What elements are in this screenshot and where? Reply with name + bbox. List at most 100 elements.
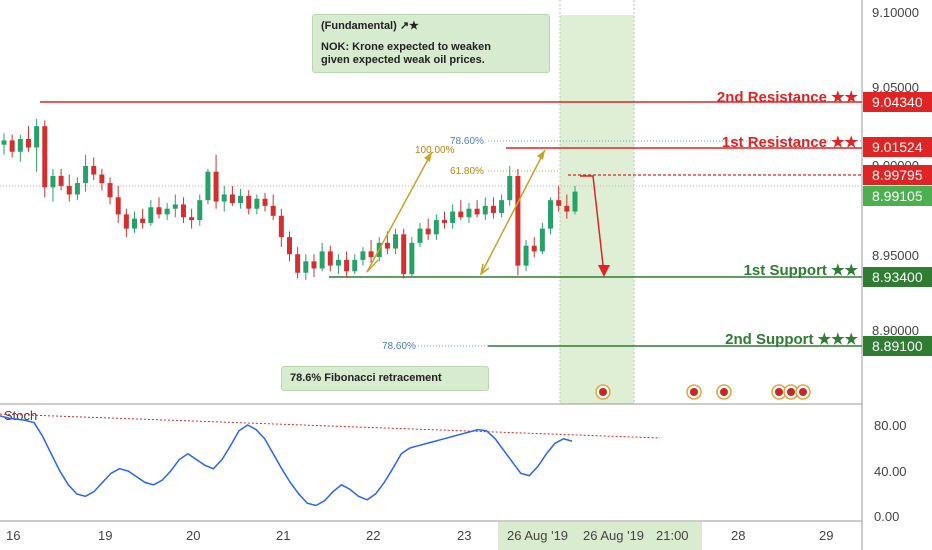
- candle-body: [556, 200, 562, 206]
- candle-body: [254, 198, 260, 209]
- stoch-line: [0, 415, 573, 507]
- last-price-tag: 8.99105: [872, 188, 923, 204]
- candle-body: [262, 198, 268, 206]
- candle-body: [482, 205, 488, 215]
- tag-bg: [863, 267, 932, 287]
- note-body-line: NOK: Krone expected to weaken: [321, 41, 491, 53]
- candle-body: [115, 197, 121, 215]
- candle-body: [393, 234, 399, 249]
- first-resistance-label: 1st Resistance ★★: [722, 134, 859, 151]
- price-tags: 9.04340 9.01524 8.99795 8.99105 8.93400 …: [863, 92, 932, 356]
- candle-body: [401, 234, 407, 275]
- time-axis-highlight: [498, 522, 702, 550]
- candle-body: [360, 251, 366, 260]
- event-flag-icon: [720, 388, 728, 396]
- candle-body: [523, 245, 529, 266]
- candle-body: [74, 183, 80, 195]
- first-support-label: 1st Support ★★: [744, 262, 859, 279]
- time-tick: 22: [366, 528, 380, 543]
- candle-body: [1, 140, 7, 145]
- candle-body: [246, 195, 252, 209]
- candle-body: [156, 207, 162, 215]
- fib-label-786-upper: 78.60%: [450, 136, 484, 147]
- candle-body: [548, 200, 554, 229]
- candle-body: [450, 211, 456, 223]
- candle-body: [58, 175, 64, 186]
- fib-arrow-tail: [479, 263, 490, 276]
- candle-body: [327, 251, 333, 266]
- fundamental-note: (Fundamental) ↗★ NOK: Krone expected to …: [312, 14, 550, 73]
- fib-note: 78.6% Fibonacci retracement: [281, 366, 489, 391]
- price-axis: 9.10000 9.05000 9.00000 8.95000 8.90000: [872, 5, 919, 338]
- candle-body: [311, 261, 317, 269]
- price-tick: 8.95000: [872, 248, 919, 263]
- candle-body: [270, 205, 276, 216]
- tag-bg: [863, 165, 932, 185]
- event-flag-icon: [775, 388, 783, 396]
- candle-body: [83, 166, 89, 184]
- candle-body: [278, 215, 284, 238]
- candle-body: [229, 194, 235, 204]
- economic-event-flags[interactable]: [595, 384, 811, 400]
- time-axis: 16 19 20 21 22 23 26 Aug '19 26 Aug '19 …: [6, 528, 833, 543]
- fib-arrow-head: [424, 152, 432, 162]
- entry-price-tag: 8.99795: [872, 167, 923, 183]
- candle-body: [335, 259, 341, 266]
- candle-body: [531, 245, 537, 252]
- candle-body: [466, 208, 472, 218]
- candle-body: [107, 183, 113, 198]
- stoch-tick: 80.00: [874, 418, 907, 433]
- event-flag-icon: [787, 388, 795, 396]
- candle-body: [499, 200, 505, 213]
- time-tick: 21:00: [656, 528, 689, 543]
- event-flag-icon: [690, 388, 698, 396]
- candle-body: [490, 205, 496, 213]
- time-tick: 19: [98, 528, 112, 543]
- candle-body: [572, 191, 578, 212]
- stoch-tick: 0.00: [874, 509, 899, 524]
- fib-arrow-tail: [366, 259, 379, 273]
- candle-body: [189, 217, 195, 221]
- price-tick: 9.10000: [872, 5, 919, 20]
- tag-bg: [863, 186, 932, 206]
- candle-body: [164, 208, 170, 215]
- candle-body: [368, 251, 374, 258]
- candle-body: [140, 218, 146, 223]
- tag-bg: [863, 92, 932, 112]
- first-support-price-tag: 8.93400: [872, 269, 923, 285]
- candle-body: [238, 195, 244, 204]
- candle-body: [17, 138, 23, 152]
- fib-label-786-lower: 78.60%: [382, 341, 416, 352]
- time-tick: 21: [276, 528, 290, 543]
- candle-body: [148, 207, 154, 223]
- fib-projection-arrows: [366, 149, 546, 276]
- time-tick: 26 Aug '19: [507, 528, 568, 543]
- fib-arrow-line: [480, 149, 546, 275]
- price-tick: 9.05000: [872, 80, 919, 95]
- candle-body: [34, 126, 40, 148]
- candle-body: [66, 185, 72, 195]
- time-tick: 23: [457, 528, 471, 543]
- event-flag-icon: [599, 388, 607, 396]
- second-resistance-price-tag: 9.04340: [872, 94, 923, 110]
- time-tick: 28: [731, 528, 745, 543]
- stoch-tick: 40.00: [874, 464, 907, 479]
- time-tick: 26 Aug '19: [583, 528, 644, 543]
- fib-note-text: 78.6% Fibonacci retracement: [290, 372, 442, 384]
- first-resistance-price-tag: 9.01524: [872, 139, 923, 155]
- candle-body: [123, 214, 129, 229]
- fib-label-100: 100.00%: [415, 145, 455, 156]
- candle-body: [9, 140, 15, 152]
- candle-body: [172, 204, 178, 209]
- event-flag-icon: [799, 388, 807, 396]
- forecast-arrow: [580, 175, 610, 277]
- candle-body: [132, 218, 138, 229]
- candle-body: [425, 228, 431, 235]
- candle-body: [417, 228, 423, 243]
- price-tick: 8.90000: [872, 323, 919, 338]
- candle-body: [180, 204, 186, 218]
- candle-body: [213, 171, 219, 202]
- candle-body: [197, 200, 203, 221]
- candle-body: [25, 138, 31, 148]
